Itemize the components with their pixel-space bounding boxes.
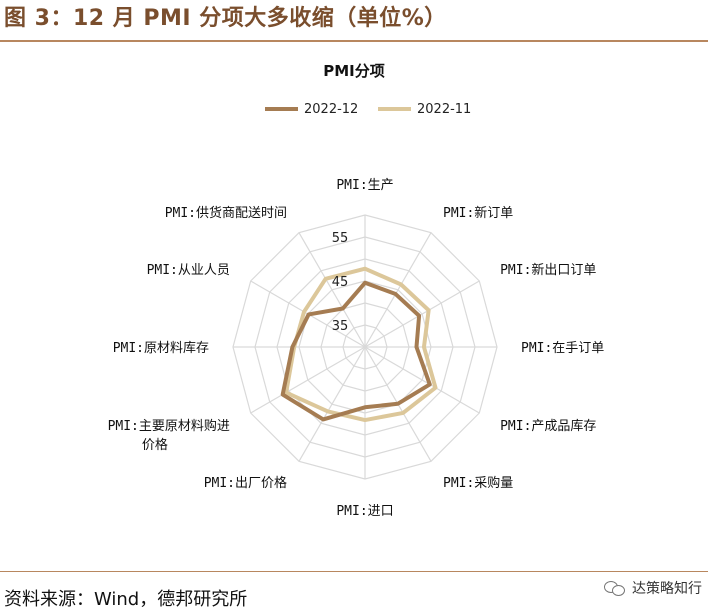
- category-label: PMI:从业人员: [147, 263, 230, 278]
- grid-spoke: [364, 280, 480, 348]
- top-rule: [0, 40, 708, 42]
- watermark: 达策略知行: [604, 576, 702, 600]
- category-label: PMI:新出口订单: [500, 262, 596, 278]
- watermark-text: 达策略知行: [632, 581, 702, 597]
- category-label: PMI:在手订单: [521, 341, 604, 356]
- legend-item-2022-11: 2022-11: [378, 99, 471, 119]
- tick-label-55: 55: [332, 231, 349, 246]
- legend-label-2022-11: 2022-11: [417, 101, 472, 117]
- chart-title: PMI分项: [323, 62, 385, 80]
- category-label: PMI:产成品库存: [500, 418, 596, 434]
- legend-swatch-2022-12: [265, 107, 298, 111]
- legend-swatch-2022-11: [378, 107, 411, 111]
- series-line-2022-12: [280, 280, 432, 422]
- bottom-rule: [0, 571, 708, 572]
- category-label: PMI:原材料库存: [113, 340, 209, 356]
- grid-spoke: [298, 232, 366, 348]
- source-note: 资料来源：Wind，德邦研究所: [4, 589, 248, 610]
- tick-label-45: 45: [332, 275, 349, 290]
- grid-spoke: [364, 232, 432, 348]
- chart-legend: 2022-12 2022-11: [0, 99, 708, 119]
- category-label: PMI:进口: [336, 504, 393, 519]
- category-label: PMI:出厂价格: [204, 475, 287, 491]
- category-label: PMI:供货商配送时间: [165, 205, 287, 221]
- category-label: PMI:生产: [336, 178, 393, 193]
- category-label: PMI:采购量: [443, 475, 513, 491]
- legend-item-2022-12: 2022-12: [265, 99, 358, 119]
- grid-spoke: [364, 346, 480, 414]
- grid-spoke: [298, 346, 366, 462]
- legend-label-2022-12: 2022-12: [304, 101, 359, 117]
- figure-title: 图 3：12 月 PMI 分项大多收缩（单位%）: [4, 6, 447, 31]
- category-label: PMI:主要原材料购进价格: [108, 418, 230, 453]
- grid-spoke: [250, 346, 366, 414]
- series-line-2022-11: [284, 266, 438, 423]
- wechat-icon: [604, 580, 626, 596]
- tick-label-35: 35: [332, 319, 349, 334]
- category-label: PMI:新订单: [443, 205, 513, 221]
